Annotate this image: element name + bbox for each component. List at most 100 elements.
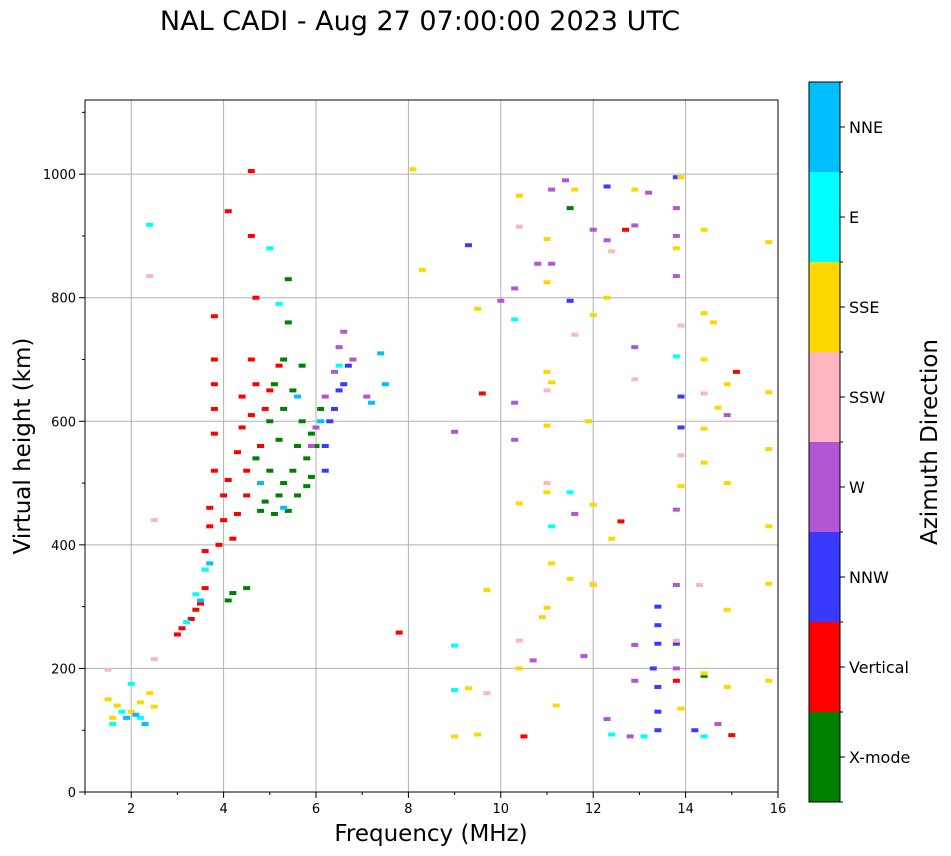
data-point bbox=[150, 657, 158, 662]
data-point bbox=[765, 524, 773, 529]
data-point bbox=[645, 190, 653, 195]
data-point bbox=[109, 715, 117, 720]
data-point bbox=[511, 437, 519, 442]
data-point bbox=[464, 686, 472, 691]
data-point bbox=[104, 667, 112, 672]
data-point bbox=[270, 382, 278, 387]
data-point bbox=[201, 567, 209, 572]
data-point bbox=[566, 490, 574, 495]
colorbar-segment bbox=[809, 442, 840, 532]
data-point bbox=[649, 666, 657, 671]
data-point bbox=[548, 524, 556, 529]
data-point bbox=[257, 481, 265, 486]
data-point bbox=[654, 623, 662, 628]
data-point bbox=[765, 390, 773, 395]
data-point bbox=[677, 425, 685, 430]
data-point bbox=[589, 583, 597, 588]
series-w bbox=[307, 178, 731, 739]
colorbar-tick-label: E bbox=[849, 208, 859, 227]
data-point bbox=[317, 419, 325, 424]
data-point bbox=[677, 323, 685, 328]
colorbar-segment bbox=[809, 172, 840, 262]
data-point bbox=[654, 709, 662, 714]
data-point bbox=[515, 666, 523, 671]
data-point bbox=[284, 277, 292, 282]
x-tick-label: 14 bbox=[677, 802, 694, 817]
data-point bbox=[515, 193, 523, 198]
data-point bbox=[233, 450, 241, 455]
colorbar-tick-label: SSW bbox=[849, 388, 885, 407]
data-point bbox=[654, 728, 662, 733]
data-point bbox=[224, 477, 232, 482]
data-point bbox=[109, 722, 117, 727]
data-point bbox=[275, 363, 283, 368]
data-point bbox=[483, 691, 491, 696]
data-point bbox=[136, 700, 144, 705]
data-point bbox=[548, 561, 556, 566]
data-point bbox=[367, 400, 375, 405]
data-point bbox=[275, 493, 283, 498]
data-point bbox=[677, 453, 685, 458]
data-point bbox=[280, 481, 288, 486]
data-point bbox=[617, 519, 625, 524]
data-point bbox=[622, 227, 630, 232]
data-point bbox=[451, 688, 459, 693]
data-point bbox=[543, 388, 551, 393]
data-point bbox=[192, 592, 200, 597]
data-point bbox=[571, 511, 579, 516]
colorbar-tick-label: W bbox=[849, 478, 865, 497]
data-point bbox=[672, 638, 680, 643]
data-point bbox=[548, 380, 556, 385]
data-point bbox=[765, 240, 773, 245]
data-point bbox=[515, 501, 523, 506]
data-point bbox=[340, 329, 348, 334]
data-point bbox=[765, 447, 773, 452]
data-point bbox=[608, 249, 616, 254]
data-point bbox=[206, 505, 214, 510]
data-point bbox=[700, 671, 708, 676]
data-point bbox=[451, 734, 459, 739]
data-point bbox=[566, 206, 574, 211]
data-point bbox=[280, 406, 288, 411]
data-point bbox=[261, 499, 269, 504]
data-point bbox=[700, 357, 708, 362]
data-point bbox=[303, 456, 311, 461]
data-point bbox=[732, 369, 740, 374]
data-point bbox=[197, 601, 204, 606]
data-point bbox=[210, 406, 218, 411]
data-point bbox=[478, 391, 486, 396]
data-point bbox=[238, 394, 246, 399]
data-point bbox=[270, 511, 278, 516]
data-point bbox=[183, 620, 191, 625]
colorbar: X-mode Vertical NNW W SSW SSE E NNE bbox=[808, 81, 910, 803]
data-point bbox=[247, 169, 255, 174]
series-ssw bbox=[104, 224, 708, 696]
data-point bbox=[298, 363, 306, 368]
data-point bbox=[266, 246, 274, 251]
data-point bbox=[303, 484, 311, 489]
y-tick-label: 1000 bbox=[43, 168, 76, 183]
data-point bbox=[146, 222, 154, 227]
data-point bbox=[691, 728, 699, 733]
data-point bbox=[511, 400, 519, 405]
data-point bbox=[215, 542, 223, 547]
colorbar-tick-label: NNE bbox=[849, 118, 883, 137]
data-point bbox=[672, 678, 680, 683]
data-point bbox=[631, 642, 639, 647]
colorbar-tick-label: X-mode bbox=[849, 748, 910, 767]
series-e bbox=[109, 222, 708, 739]
data-point bbox=[335, 388, 343, 393]
data-point bbox=[561, 178, 569, 183]
data-point bbox=[714, 405, 722, 410]
data-point bbox=[700, 426, 708, 431]
data-point bbox=[511, 286, 519, 291]
data-point bbox=[113, 703, 121, 708]
data-point bbox=[483, 587, 491, 592]
series-sse bbox=[104, 167, 773, 739]
data-point bbox=[603, 295, 611, 300]
data-point bbox=[104, 697, 112, 702]
data-point bbox=[187, 617, 195, 621]
data-point bbox=[654, 604, 662, 609]
y-tick-label: 800 bbox=[51, 292, 76, 307]
colorbar-segment bbox=[809, 82, 840, 172]
